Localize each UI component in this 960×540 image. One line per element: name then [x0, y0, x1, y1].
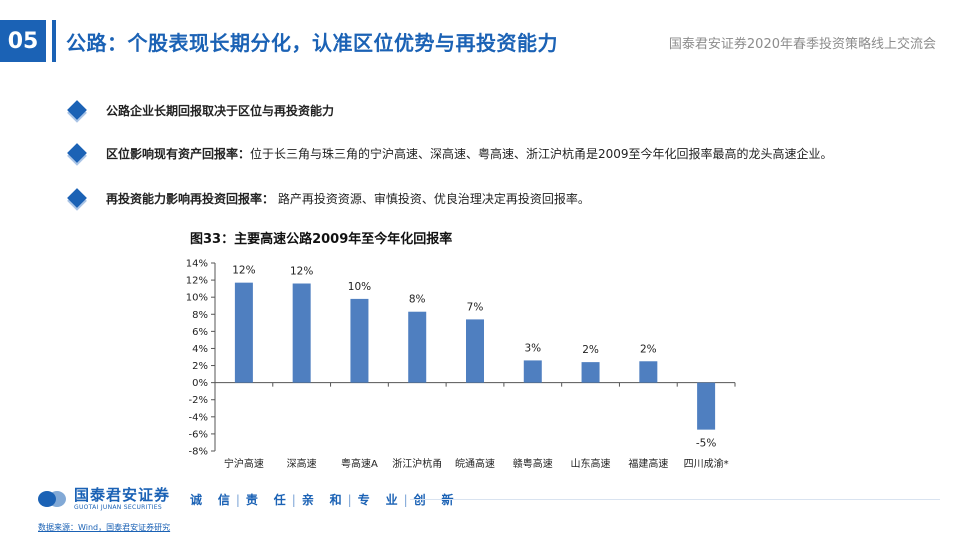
- data-source-note: 数据来源：Wind，国泰君安证券研究: [38, 523, 171, 532]
- section-divider: [52, 20, 56, 62]
- bar: [234, 282, 253, 383]
- slogan: 诚 信 | 责 任 | 亲 和 | 专 业 | 创 新: [190, 491, 454, 508]
- bar: [697, 382, 716, 430]
- data-label: 10%: [348, 281, 371, 293]
- logo-name: 国泰君安证券: [74, 485, 171, 504]
- category-label: 赣粤高速: [513, 457, 553, 470]
- data-label: 8%: [409, 294, 426, 306]
- y-tick-label: 2%: [192, 361, 208, 372]
- y-tick-label: -6%: [189, 429, 208, 440]
- bullet-text: 再投资能力影响再投资回报率： 路产再投资资源、审慎投资、优良治理决定再投资回报率…: [106, 190, 590, 207]
- data-label: 3%: [524, 342, 541, 354]
- company-logo: 国泰君安证券 GUOTAI JUNAN SECURITIES: [38, 486, 170, 512]
- slogan-separator: [320, 493, 325, 507]
- slogan-char: 和: [329, 493, 343, 507]
- y-tick-label: 8%: [192, 310, 208, 321]
- slogan-char: 责: [245, 493, 259, 507]
- figure-title: 图33：主要高速公路2009年至今年化回报率: [190, 232, 453, 247]
- section-number: 05: [0, 20, 46, 62]
- bar: [639, 361, 658, 383]
- page-title: 公路：个股表现长期分化，认准区位优势与再投资能力: [66, 31, 558, 55]
- slogan-separator: |: [403, 493, 409, 507]
- bullet-body: 位于长三角与珠三角的宁沪高速、深高速、粤高速、浙江沪杭甬是2009至今年化回报率…: [250, 146, 833, 161]
- category-label: 四川成渝*: [684, 457, 729, 470]
- slogan-char: 诚: [190, 493, 204, 507]
- logo-english-name: GUOTAI JUNAN SECURITIES: [74, 503, 162, 511]
- logo-mark-icon: [38, 488, 68, 510]
- slogan-char: 任: [273, 493, 287, 507]
- bar: [350, 298, 369, 383]
- slogan-char: 专: [357, 493, 371, 507]
- data-label: -5%: [696, 438, 716, 450]
- slogan-separator: [208, 493, 213, 507]
- bar: [523, 360, 542, 383]
- diamond-bullet-icon: [67, 100, 87, 120]
- y-tick-label: -4%: [189, 412, 208, 423]
- slogan-char: 创: [413, 493, 427, 507]
- slogan-char: 业: [385, 493, 399, 507]
- y-tick-label: -8%: [189, 447, 208, 458]
- y-tick-label: -2%: [189, 395, 208, 406]
- slogan-separator: |: [235, 493, 241, 507]
- bullet-body: 路产再投资资源、审慎投资、优良治理决定再投资回报率。: [274, 191, 590, 206]
- category-label: 宁沪高速: [224, 457, 264, 470]
- bullet-label: 区位影响现有资产回报率：: [106, 146, 251, 161]
- slogan-separator: [432, 493, 437, 507]
- slogan-separator: |: [347, 493, 353, 507]
- category-label: 山东高速: [571, 457, 611, 470]
- data-label: 12%: [232, 265, 255, 277]
- bullet-item: 区位影响现有资产回报率：位于长三角与珠三角的宁沪高速、深高速、粤高速、浙江沪杭甬…: [64, 140, 833, 166]
- data-label: 2%: [582, 344, 599, 356]
- bar: [408, 311, 427, 383]
- category-label: 粤高速A: [341, 457, 378, 470]
- bullet-text: 区位影响现有资产回报率：位于长三角与珠三角的宁沪高速、深高速、粤高速、浙江沪杭甬…: [106, 145, 833, 162]
- footer-divider: [410, 499, 940, 500]
- bullet-label: 公路企业长期回报取决于区位与再投资能力: [106, 103, 335, 118]
- slogan-separator: |: [291, 493, 297, 507]
- bar-chart: 14% 12% 10% 8% 6% 4% 2% 0% -2% -4% -6% -8% 12% 宁沪高速 12…: [186, 259, 736, 470]
- y-tick-label: 14%: [186, 259, 208, 270]
- bullet-item: 再投资能力影响再投资回报率： 路产再投资资源、审慎投资、优良治理决定再投资回报率…: [64, 185, 590, 211]
- bullet-text: 公路企业长期回报取决于区位与再投资能力: [106, 102, 334, 119]
- y-tick-label: 4%: [192, 344, 208, 355]
- y-tick-label: 12%: [186, 276, 208, 287]
- y-tick-label: 6%: [192, 327, 208, 338]
- slide-header: 05 公路：个股表现长期分化，认准区位优势与再投资能力 国泰君安证券2020年春…: [0, 0, 960, 80]
- category-label: 浙江沪杭甬: [392, 457, 442, 470]
- bullet-item: 公路企业长期回报取决于区位与再投资能力: [64, 97, 334, 123]
- bar: [292, 283, 311, 383]
- category-label: 深高速: [287, 457, 317, 470]
- data-label: 2%: [640, 343, 657, 355]
- event-title: 国泰君安证券2020年春季投资策略线上交流会: [668, 37, 936, 52]
- category-label: 福建高速: [628, 457, 668, 470]
- bar: [581, 362, 600, 383]
- bullet-label: 再投资能力影响再投资回报率：: [106, 191, 275, 206]
- y-tick-label: 10%: [186, 293, 208, 304]
- bar: [466, 319, 484, 383]
- diamond-bullet-icon: [67, 143, 87, 163]
- slogan-char: 信: [217, 493, 231, 507]
- diamond-bullet-icon: [67, 188, 87, 208]
- category-label: 皖通高速: [455, 457, 495, 470]
- y-tick-label: 0%: [192, 378, 208, 389]
- slogan-char: 新: [441, 493, 455, 507]
- data-label: 12%: [290, 266, 313, 278]
- slogan-char: 亲: [301, 493, 315, 507]
- slogan-separator: [264, 493, 269, 507]
- data-label: 7%: [467, 301, 484, 313]
- slogan-separator: [376, 493, 381, 507]
